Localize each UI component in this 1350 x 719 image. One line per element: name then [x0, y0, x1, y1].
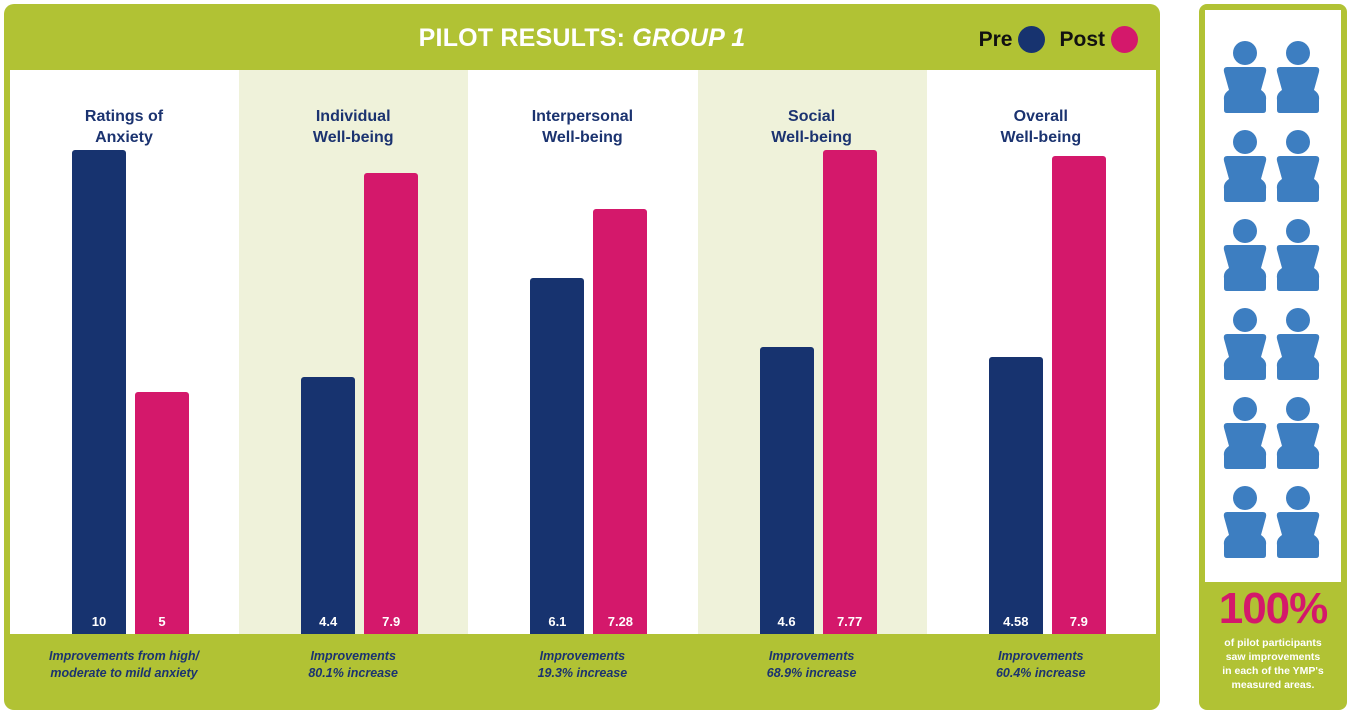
category-label: Individual Well-being: [312, 108, 394, 146]
bar-pre: [988, 356, 1043, 634]
bar-post: [1051, 156, 1106, 634]
person-icon: [1223, 307, 1267, 380]
bar-value-post: 7.9: [382, 614, 401, 629]
person-icon: [1223, 396, 1267, 469]
improvement-percentage: 100%: [1218, 584, 1329, 633]
bar-value-pre: 4.4: [319, 614, 338, 629]
bar-post: [822, 150, 877, 634]
bar-value-pre: 4.58: [1003, 614, 1029, 629]
bar-chart-area: Ratings of Anxiety 10 5 Individual Well-bei…: [10, 70, 1156, 634]
bar-value-post: 7.28: [607, 614, 634, 629]
legend-label-post: Post: [1059, 27, 1105, 51]
category-label: Interpersonal Well-being: [531, 108, 634, 146]
bar-post: [593, 209, 648, 634]
bar-value-pre: 10: [91, 614, 107, 629]
category-label: Ratings of Anxiety: [84, 108, 164, 146]
bar-value-post: 5: [158, 614, 166, 629]
category-label: Overall Well-being: [1000, 108, 1082, 146]
person-icon: [1276, 40, 1320, 113]
person-icon: [1276, 396, 1320, 469]
bar-value-pre: 6.1: [548, 614, 567, 629]
participants-icon-grid: [1205, 10, 1341, 582]
person-icon: [1223, 40, 1267, 113]
person-icon: [1223, 129, 1267, 202]
bar-value-post: 7.9: [1069, 614, 1088, 629]
chart-title: PILOT RESULTS: GROUP 1: [4, 24, 1160, 53]
legend-swatch-pre: [1018, 26, 1046, 53]
bar-pre: [759, 347, 814, 634]
legend-label-pre: Pre: [978, 27, 1013, 51]
improvement-caption: Improvements 60.4% increase: [995, 649, 1086, 680]
main-chart-frame: PILOT RESULTS: GROUP 1 Pre Post Ratings …: [4, 4, 1160, 710]
summary-sidebar: 100% of pilot participants saw improveme…: [1199, 4, 1347, 710]
person-icon: [1276, 307, 1320, 380]
bar-post: [364, 173, 419, 634]
improvement-caption: Improvements 80.1% increase: [308, 649, 399, 680]
legend-swatch-post: [1111, 26, 1138, 53]
improvement-caption: Improvements 19.3% increase: [537, 649, 628, 680]
person-icon: [1276, 218, 1320, 291]
improvement-caption: Improvements 68.9% increase: [766, 649, 857, 680]
title-main: PILOT RESULTS:: [418, 24, 633, 52]
improvement-caption: Improvements from high/ moderate to mild…: [48, 649, 200, 680]
bar-value-pre: 4.6: [777, 614, 796, 629]
bar-value-post: 7.77: [836, 614, 863, 629]
person-icon: [1223, 218, 1267, 291]
improvement-description: of pilot participants saw improvements i…: [1222, 637, 1324, 691]
legend: Pre Post: [979, 26, 1138, 53]
bar-pre: [530, 278, 585, 634]
title-group: GROUP 1: [632, 24, 746, 52]
bar-pre: [72, 150, 126, 634]
person-icon: [1276, 485, 1320, 558]
bar-pre: [301, 377, 356, 634]
person-icon: [1223, 485, 1267, 558]
person-icon: [1276, 129, 1320, 202]
category-label: Social Well-being: [771, 108, 852, 146]
bar-post: [135, 392, 189, 634]
